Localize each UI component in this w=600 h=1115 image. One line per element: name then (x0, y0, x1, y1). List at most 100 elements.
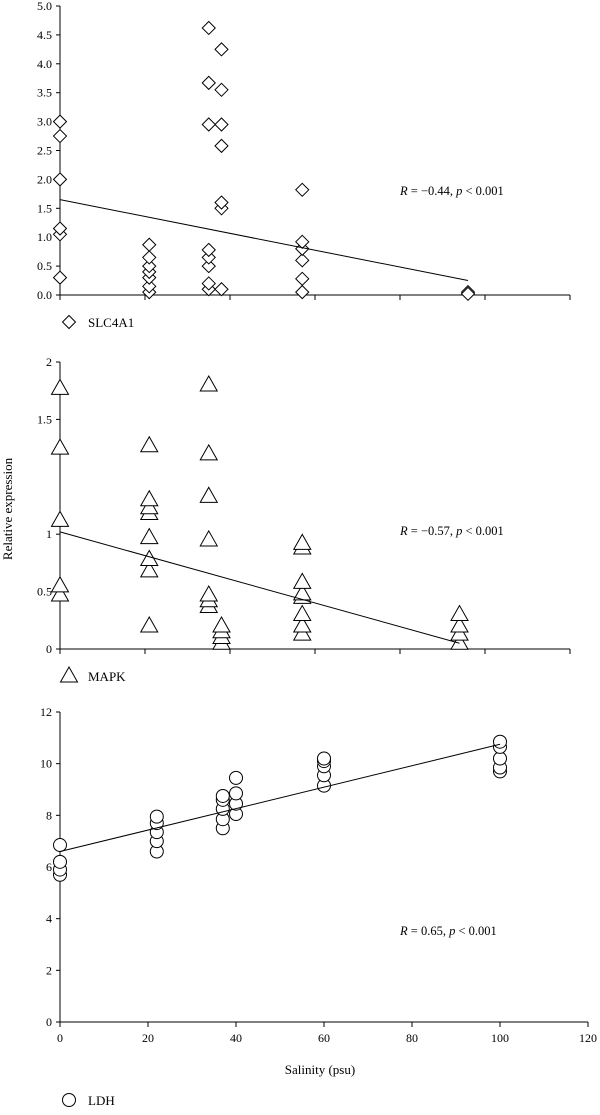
data-point (292, 572, 312, 589)
y-tick-label: 0 (46, 1015, 52, 1029)
y-tick-label: 10 (40, 757, 52, 771)
data-point (292, 604, 312, 622)
x-tick-label: 80 (406, 1031, 418, 1045)
data-point (201, 20, 216, 36)
data-point (201, 242, 216, 258)
x-tick-label: 20 (142, 1031, 154, 1045)
x-axis-label: Salinity (psu) (285, 1062, 355, 1077)
data-point (139, 497, 159, 515)
y-tick-label: 0.5 (37, 585, 52, 599)
data-point (52, 128, 68, 144)
y-tick-label: 1 (46, 527, 52, 541)
data-point (50, 438, 70, 455)
data-point (53, 854, 67, 869)
mapk-panel: 0 0.5 1 1.5 2 R = −0.57, p < 0.001 MAPK (37, 355, 571, 684)
y-tick-label: 1.5 (37, 201, 52, 215)
data-point (50, 575, 70, 593)
y-tick-label: 12 (40, 705, 52, 719)
data-point (139, 527, 159, 545)
y-axis-label: Relative expression (0, 457, 15, 560)
data-point (139, 616, 159, 633)
y-tick-label: 6 (46, 860, 52, 874)
correlation-annotation: R = 0.65, p < 0.001 (399, 924, 497, 938)
data-point (493, 751, 507, 766)
data-point (201, 75, 216, 91)
x-tick-label: 100 (491, 1031, 509, 1045)
legend-marker (59, 665, 79, 683)
y-tick-label: 3.5 (37, 86, 52, 100)
data-point (229, 770, 243, 785)
data-point (295, 284, 310, 300)
data-point (201, 250, 216, 265)
data-point (142, 258, 157, 274)
data-point (52, 114, 68, 129)
regression-line (59, 199, 469, 282)
data-point (139, 489, 159, 507)
data-point (201, 276, 216, 291)
data-point (201, 117, 216, 132)
y-tick-label: 0.5 (37, 259, 52, 273)
data-point (295, 253, 310, 268)
data-point (212, 616, 231, 633)
legend-marker (62, 1093, 76, 1107)
data-point (295, 234, 310, 250)
data-point (214, 42, 229, 57)
y-tick-label: 1.0 (37, 230, 52, 244)
data-point (142, 250, 157, 265)
data-point (214, 138, 229, 154)
data-point (295, 182, 310, 198)
y-tick-label: 3.0 (37, 115, 52, 129)
legend-label: MAPK (88, 669, 126, 684)
y-tick-label: 2 (46, 355, 52, 369)
data-point (450, 604, 469, 622)
data-point (139, 435, 159, 453)
y-tick-label: 8 (46, 808, 52, 822)
y-tick-label: 4 (46, 912, 52, 926)
data-point (139, 560, 159, 578)
data-point (201, 258, 216, 274)
data-point (52, 172, 68, 187)
data-point (493, 734, 507, 749)
x-tick-label: 120 (579, 1031, 597, 1045)
x-tick-label: 60 (318, 1031, 330, 1045)
data-point (214, 282, 229, 297)
data-point (450, 624, 469, 641)
legend-label: SLC4A1 (88, 315, 134, 330)
data-point (229, 786, 243, 801)
data-point (450, 616, 469, 633)
y-tick-label: 2.5 (37, 144, 52, 158)
data-point (52, 221, 68, 236)
data-point (199, 443, 219, 461)
data-point (214, 82, 229, 98)
x-tick-label: 40 (230, 1031, 242, 1045)
data-point (199, 529, 219, 547)
data-point (460, 286, 476, 302)
slc4a1-panel: 0.0 0.5 1.0 1.5 2.0 2.5 3.0 3.5 4.0 4.5 5.0 R = −0.… (37, 0, 571, 330)
data-point (199, 374, 219, 392)
data-point (214, 117, 229, 132)
y-tick-label: 0 (46, 642, 52, 656)
data-point (292, 533, 312, 550)
data-point (52, 270, 68, 285)
data-point (295, 271, 310, 287)
data-point (214, 195, 229, 210)
regression-line (59, 743, 501, 852)
data-point (215, 788, 230, 803)
y-tick-label: 4.0 (37, 57, 52, 71)
y-tick-label: 2 (46, 963, 52, 977)
data-point (292, 624, 312, 641)
data-point (142, 279, 157, 294)
data-point (317, 751, 331, 766)
data-point (199, 486, 219, 503)
y-tick-label: 2.0 (37, 172, 52, 186)
correlation-annotation: R = −0.44, p < 0.001 (399, 184, 504, 198)
data-point (50, 585, 70, 602)
data-point (292, 616, 312, 633)
correlation-annotation: R = −0.57, p < 0.001 (399, 524, 504, 538)
data-point (50, 378, 70, 395)
x-tick-label: 0 (57, 1031, 63, 1045)
data-point (199, 585, 219, 602)
data-point (142, 237, 157, 252)
